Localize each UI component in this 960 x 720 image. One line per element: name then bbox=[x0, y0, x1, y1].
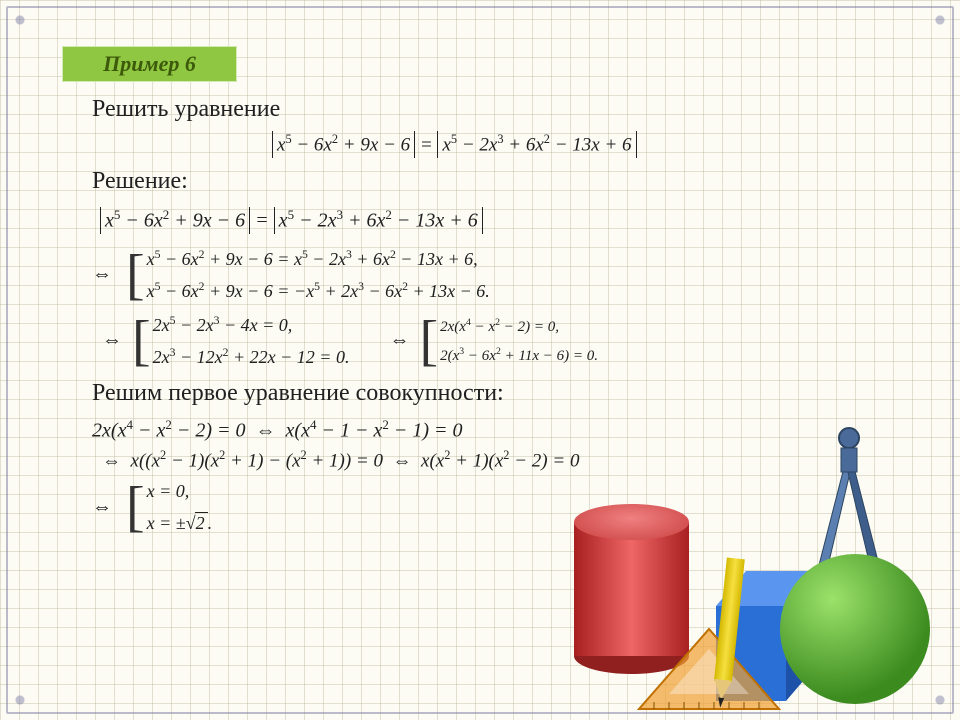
content-area: Решить уравнение x5 − 6x2 + 9x − 6 = x5 … bbox=[92, 90, 890, 546]
iff-symbol: ⇔ bbox=[92, 496, 112, 519]
bracket-symbol: [ bbox=[132, 319, 151, 363]
iff-symbol: ⇔ bbox=[389, 329, 409, 352]
system-1: ⇔ [ x5 − 6x2 + 9x − 6 = x5 − 2x3 + 6x2 −… bbox=[92, 248, 890, 302]
final-line1: x = 0, bbox=[147, 481, 212, 502]
bracket-symbol: [ bbox=[126, 485, 145, 529]
factor-line1: 2x(x4 − x2 − 2) = 0 ⇔ x(x4 − 1 − x2 − 1)… bbox=[92, 417, 890, 443]
example-title: Пример 6 bbox=[103, 51, 196, 77]
final-line2: x = ±√2. bbox=[147, 512, 212, 534]
bracket-symbol: [ bbox=[126, 253, 145, 297]
heading-first-eq: Решим первое уравнение совокупности: bbox=[92, 380, 890, 407]
heading-solve: Решить уравнение bbox=[92, 96, 890, 123]
sys1-line1: x5 − 6x2 + 9x − 6 = x5 − 2x3 + 6x2 − 13x… bbox=[147, 248, 490, 270]
heading-solution: Решение: bbox=[92, 168, 890, 195]
bracket-symbol: [ bbox=[419, 319, 438, 363]
iff-symbol: ⇔ bbox=[92, 263, 112, 286]
iff-symbol: ⇔ bbox=[102, 329, 122, 352]
example-title-box: Пример 6 bbox=[62, 46, 237, 82]
factor-line2: ⇔ x((x2 − 1)(x2 + 1) − (x2 + 1)) = 0 ⇔ x… bbox=[102, 448, 890, 472]
final-system: ⇔ [ x = 0, x = ±√2. bbox=[92, 481, 890, 534]
equation-restatement: x5 − 6x2 + 9x − 6 = x5 − 2x3 + 6x2 − 13x… bbox=[100, 207, 890, 234]
equation-main: x5 − 6x2 + 9x − 6 = x5 − 2x3 + 6x2 − 13x… bbox=[272, 131, 890, 158]
sys2-line2: 2x3 − 12x2 + 22x − 12 = 0. bbox=[153, 346, 350, 368]
sys3-line1: 2x(x4 − x2 − 2) = 0, bbox=[440, 317, 598, 336]
sys3-line2: 2(x3 − 6x2 + 11x − 6) = 0. bbox=[440, 346, 598, 365]
sys1-line2: x5 − 6x2 + 9x − 6 = −x5 + 2x3 − 6x2 + 13… bbox=[147, 280, 490, 302]
sys2-line1: 2x5 − 2x3 − 4x = 0, bbox=[153, 314, 350, 336]
system-2-3: ⇔ [ 2x5 − 2x3 − 4x = 0, 2x3 − 12x2 + 22x… bbox=[92, 314, 890, 368]
